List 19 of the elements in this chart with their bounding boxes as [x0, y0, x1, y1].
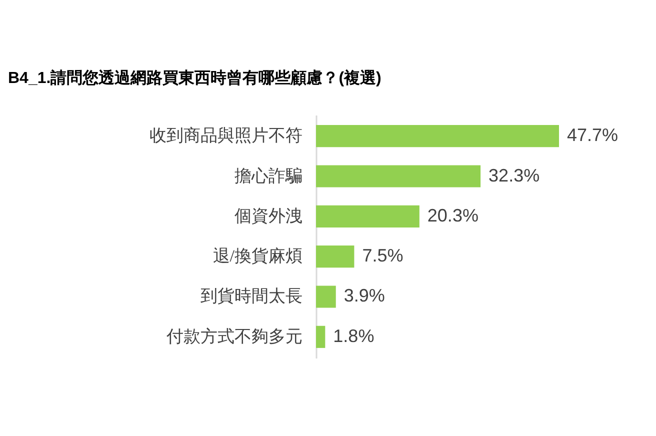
data-label: 7.5%	[362, 246, 404, 266]
data-label: 3.9%	[344, 286, 385, 306]
y-tick-label: 到貨時間太長	[200, 286, 302, 306]
y-tick-label: 個資外洩	[234, 206, 302, 226]
chart-title: B4_1.請問您透過網路買東西時曾有哪些顧慮？(複選)	[8, 69, 382, 87]
bar	[316, 125, 559, 148]
data-label: 32.3%	[488, 165, 540, 186]
data-label: 1.8%	[333, 326, 374, 346]
data-label: 47.7%	[567, 125, 618, 146]
y-tick-label: 收到商品與照片不符	[150, 126, 302, 146]
bar	[316, 246, 354, 268]
bar	[316, 165, 481, 188]
y-tick-label: 擔心詐騙	[234, 166, 302, 186]
bar	[316, 326, 326, 348]
bar	[316, 286, 336, 308]
y-tick-label: 退/換貨麻煩	[212, 246, 302, 266]
y-tick-label: 付款方式不夠多元	[166, 326, 302, 346]
data-label: 20.3%	[427, 205, 478, 226]
bar	[316, 205, 420, 228]
